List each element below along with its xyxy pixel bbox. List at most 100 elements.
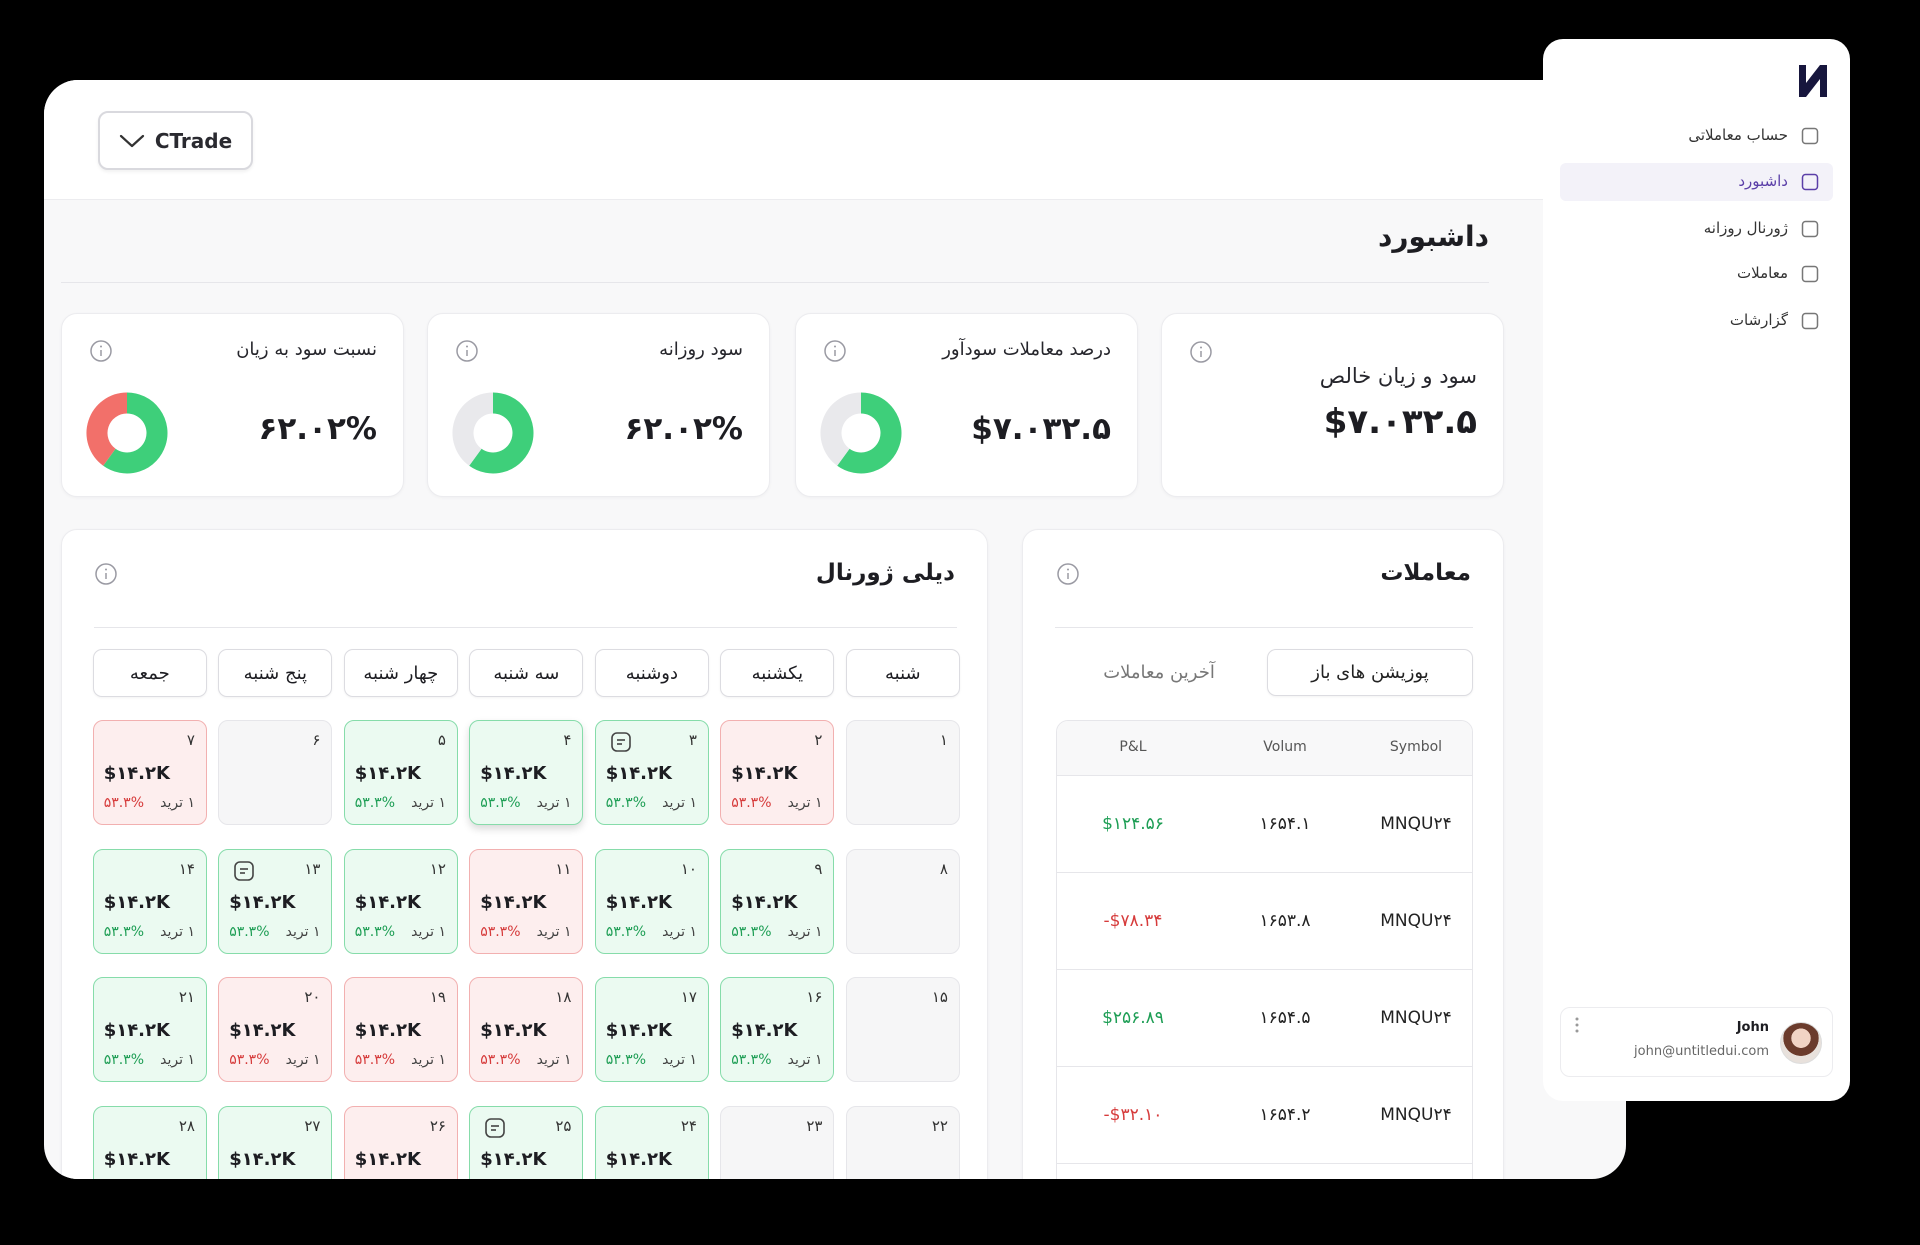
day-cell[interactable]: ۲۷ $۱۴.۲K [218,1105,333,1179]
day-number: ۱ [939,731,948,749]
day-cell[interactable]: ۲۸ $۱۴.۲K [92,1105,207,1179]
day-number: ۱۰ [680,859,697,878]
info-dot [1200,346,1202,349]
dot [1575,1017,1579,1021]
day-cell[interactable]: ۲۵ $۱۴.۲K [469,1105,584,1179]
day-pct: ۵۳.۳% [229,1052,270,1069]
day-number: ۴ [563,731,572,749]
weekday-tab[interactable]: پنج شنبه [218,649,333,697]
dot [1575,1023,1579,1027]
day-cell[interactable]: ۸ [845,848,960,954]
day-trades: ۱ ترید [662,1052,697,1069]
day-cell[interactable]: ۱۰ $۱۴.۲K ۱ ترید ۵۳.۳% [594,848,709,954]
day-cell[interactable]: ۱۶ $۱۴.۲K ۱ ترید ۵۳.۳% [720,977,835,1083]
day-cell[interactable]: ۱۸ $۱۴.۲K ۱ ترید ۵۳.۳% [469,977,584,1083]
weekday-tab[interactable]: یکشنبه [720,649,835,697]
nav-label[interactable]: ژورنال روزانه [1703,219,1788,237]
day-amount: $۱۴.۲K [605,1148,672,1170]
day-cell[interactable]: ۲۳ [720,1105,835,1179]
info-ring [90,340,112,362]
day-cell[interactable]: ۹ $۱۴.۲K ۱ ترید ۵۳.۳% [720,848,835,954]
day-amount: $۱۴.۲K [103,1020,170,1042]
day-amount: $۱۴.۲K [731,891,798,913]
day-trades: ۱ ترید [536,795,572,811]
divider [61,282,1489,283]
day-number: ۱۸ [555,988,572,1007]
day-cell[interactable]: ۱۹ $۱۴.۲K ۱ ترید ۵۳.۳% [343,977,458,1083]
day-amount: $۱۴.۲K [605,763,672,784]
day-number: ۲۱ [178,988,195,1007]
day-pct: ۵۳.۳% [731,1052,772,1069]
nav-label[interactable]: گزارشات [1729,311,1788,329]
day-cell[interactable]: ۱۱ $۱۴.۲K ۱ ترید ۵۳.۳% [469,848,584,954]
day-pct: ۵۳.۳% [605,795,646,811]
weekday-tab[interactable]: شنبه [845,649,960,697]
trades-panel: معاملات پوزیشن های باز آخرین معاملات Symbol… [1022,529,1504,1179]
nav-label[interactable]: داشبورد [1738,172,1788,190]
day-cell[interactable]: ۴ $۱۴.۲K ۱ ترید ۵۳.۳% [469,720,584,825]
day-cell[interactable]: ۱۳ $۱۴.۲K ۱ ترید ۵۳.۳% [218,848,333,954]
day-cell[interactable]: ۱۷ $۱۴.۲K ۱ ترید ۵۳.۳% [594,977,709,1083]
note-icon [234,860,254,881]
day-cell[interactable]: ۱۲ $۱۴.۲K ۱ ترید ۵۳.۳% [343,848,458,954]
day-trades: ۱ ترید [160,1052,195,1069]
tab[interactable]: پوزیشن های باز [1267,649,1473,696]
day-number: ۱۱ [555,859,572,878]
note-icon [610,732,631,752]
day-number: ۱۹ [429,988,446,1007]
day-number: ۲۶ [429,1116,446,1135]
tab[interactable]: آخرین معاملات [1103,662,1215,683]
stat-card: نسبت سود به زیان ۶۲.۰۲% [61,313,404,497]
day-cell[interactable]: ۱۴ $۱۴.۲K ۱ ترید ۵۳.۳% [92,848,207,954]
day-number: ۲۳ [806,1116,823,1135]
info-icon [456,340,478,362]
nav-label[interactable]: حساب معاملاتی [1688,126,1788,144]
day-cell[interactable]: ۷ $۱۴.۲K ۱ ترید ۵۳.۳% [92,720,207,825]
table-cell: ۱۶۵۴.۲ [1259,1105,1311,1125]
weekday-tab[interactable]: دوشنبه [594,649,709,697]
user-card: John john@untitledui.com [1560,1007,1833,1077]
table-cell: MNQU۲۴ [1380,1105,1452,1125]
account-selector[interactable]: CTrade [98,111,253,170]
day-cell[interactable]: ۳ $۱۴.۲K ۱ ترید ۵۳.۳% [594,720,709,825]
weekday-tab[interactable]: سه شنبه [469,649,584,697]
day-number: ۲۵ [555,1116,572,1135]
stat-title: درصد معاملات سودآور [942,339,1111,360]
info-icon [95,563,117,585]
day-cell[interactable]: ۱ [845,720,960,825]
day-trades: ۱ ترید [536,923,572,940]
day-amount: $۱۴.۲K [480,763,547,784]
day-amount: $۱۴.۲K [480,1020,547,1042]
day-cell[interactable]: ۲۴ $۱۴.۲K [594,1105,709,1179]
table-cell: MNQU۲۴ [1380,814,1452,834]
nav-label[interactable]: معاملات [1737,264,1788,282]
day-number: ۱۴ [178,859,195,878]
day-amount: $۱۴.۲K [229,1148,296,1170]
day-pct: ۵۳.۳% [354,923,395,940]
stat-card: سود روزانه ۶۲.۰۲% [427,313,770,497]
day-cell[interactable]: ۵ $۱۴.۲K ۱ ترید ۵۳.۳% [343,720,458,825]
day-cell[interactable]: ۲۶ $۱۴.۲K [343,1105,458,1179]
day-cell[interactable]: ۱۵ [845,977,960,1083]
day-cell[interactable]: ۲۰ $۱۴.۲K ۱ ترید ۵۳.۳% [218,977,333,1083]
day-cell[interactable]: ۲ $۱۴.۲K ۱ ترید ۵۳.۳% [720,720,835,825]
info-dot [105,568,107,571]
donut-segment [452,392,494,466]
user-avatar [1780,1022,1822,1064]
stat-value: $۷.۰۳۲.۵ [971,411,1111,447]
day-number: ۱۳ [304,859,321,878]
donut-segment [837,392,902,474]
weekday-tab[interactable]: جمعه [92,649,207,697]
day-amount: $۱۴.۲K [354,891,421,913]
info-icon [824,340,846,362]
day-cell[interactable]: ۶ [218,720,333,825]
weekday-tab[interactable]: چهار شنبه [343,649,458,697]
menu-dots [1575,1017,1579,1033]
day-number: ۲۰ [304,988,321,1007]
day-number: ۸ [939,859,948,878]
day-amount: $۱۴.۲K [480,891,547,913]
day-cell[interactable]: ۲۲ [845,1105,960,1179]
day-cell[interactable]: ۲۱ $۱۴.۲K ۱ ترید ۵۳.۳% [92,977,207,1083]
info-ring [95,563,117,585]
info-icon [90,340,112,362]
